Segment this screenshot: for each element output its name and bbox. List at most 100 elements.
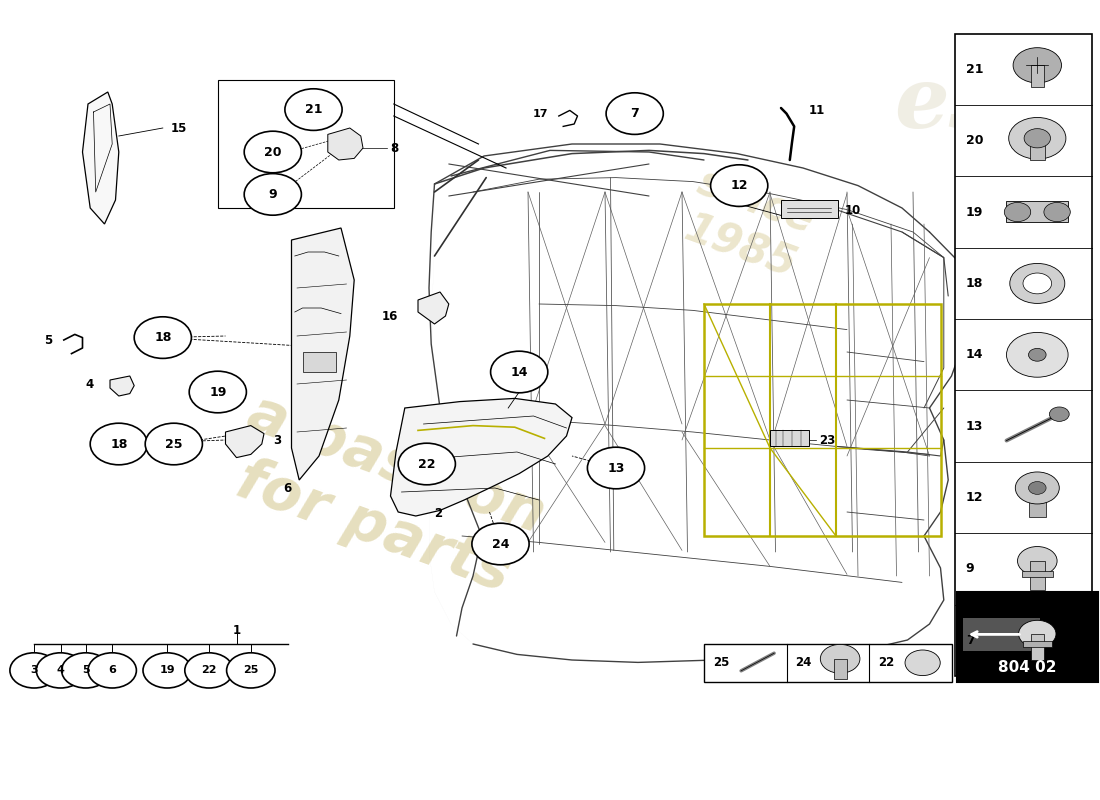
Bar [1030,561,1045,590]
Circle shape [1009,118,1066,159]
Text: 9: 9 [268,188,277,201]
Polygon shape [418,292,449,324]
Bar [704,644,952,682]
Text: 13: 13 [607,462,625,474]
Text: 12: 12 [730,179,748,192]
Text: 2: 2 [433,507,442,520]
Circle shape [821,645,860,674]
Text: 22: 22 [878,656,894,670]
Circle shape [1015,472,1059,504]
Circle shape [134,317,191,358]
Circle shape [185,653,233,688]
Polygon shape [110,376,134,396]
Bar [770,430,808,446]
Circle shape [1018,546,1057,575]
Text: 20: 20 [264,146,282,158]
Text: 11: 11 [808,104,825,117]
Text: 16: 16 [382,310,398,322]
Text: since
1985: since 1985 [675,161,821,287]
Text: 14: 14 [966,348,983,362]
Text: 3: 3 [273,434,280,446]
Circle shape [1049,407,1069,422]
Bar [1031,66,1044,87]
Circle shape [905,650,940,675]
Text: a passion
for parts: a passion for parts [218,385,552,607]
Text: 4: 4 [56,666,65,675]
Text: 5: 5 [44,334,53,346]
Text: 3: 3 [31,666,37,675]
Text: 25: 25 [243,666,258,675]
Text: 23: 23 [820,434,836,446]
Bar [1006,201,1068,222]
Text: 17: 17 [532,109,548,118]
Text: 6: 6 [284,482,292,494]
Polygon shape [292,228,354,480]
Text: 7: 7 [630,107,639,120]
Text: 1: 1 [232,624,241,637]
Circle shape [491,351,548,393]
Circle shape [472,523,529,565]
Polygon shape [328,128,363,160]
Circle shape [36,653,85,688]
Text: 19: 19 [966,206,983,218]
Text: es: es [894,62,998,146]
Text: 25: 25 [165,438,183,450]
Circle shape [1019,620,1056,647]
Bar [957,592,1098,682]
Text: 4: 4 [86,378,94,390]
Text: 18: 18 [154,331,172,344]
Circle shape [1028,349,1046,362]
Circle shape [145,423,202,465]
Circle shape [587,447,645,489]
Bar [1031,634,1044,659]
Text: 24: 24 [492,538,509,550]
Text: 19: 19 [209,386,227,398]
Circle shape [244,174,301,215]
Text: 18: 18 [110,438,128,450]
Circle shape [1044,202,1070,222]
Text: 20: 20 [966,134,983,147]
Polygon shape [390,398,572,516]
Bar [1023,641,1052,646]
Text: 22: 22 [418,458,436,470]
Circle shape [1023,273,1052,294]
Circle shape [88,653,136,688]
Text: 25: 25 [713,656,729,670]
Circle shape [1028,482,1046,494]
Circle shape [285,89,342,130]
Circle shape [1013,48,1062,83]
Bar [781,200,838,218]
Bar [218,80,394,208]
Circle shape [189,371,246,413]
Circle shape [1024,129,1050,148]
Circle shape [90,423,147,465]
Polygon shape [82,92,119,224]
Polygon shape [226,426,264,458]
Text: 15: 15 [170,122,187,134]
Text: 5: 5 [82,666,89,675]
Text: 9: 9 [966,562,975,575]
Circle shape [1004,202,1031,222]
Bar [302,352,336,372]
Text: 18: 18 [966,277,983,290]
Text: 6: 6 [108,666,117,675]
Text: 8: 8 [390,142,398,154]
Bar [1028,488,1046,517]
Circle shape [143,653,191,688]
Circle shape [398,443,455,485]
Bar [1030,138,1045,160]
Circle shape [711,165,768,206]
Circle shape [1006,333,1068,378]
Text: 804 02: 804 02 [998,660,1057,674]
Text: 22: 22 [201,666,217,675]
Circle shape [244,131,301,173]
Text: 13: 13 [966,420,983,433]
Circle shape [227,653,275,688]
Bar [704,304,940,536]
Text: 21: 21 [966,62,983,76]
Bar [1022,570,1053,577]
Text: 10: 10 [845,204,861,217]
Text: 7: 7 [966,634,975,647]
Bar [834,659,847,678]
Bar [955,34,1092,676]
